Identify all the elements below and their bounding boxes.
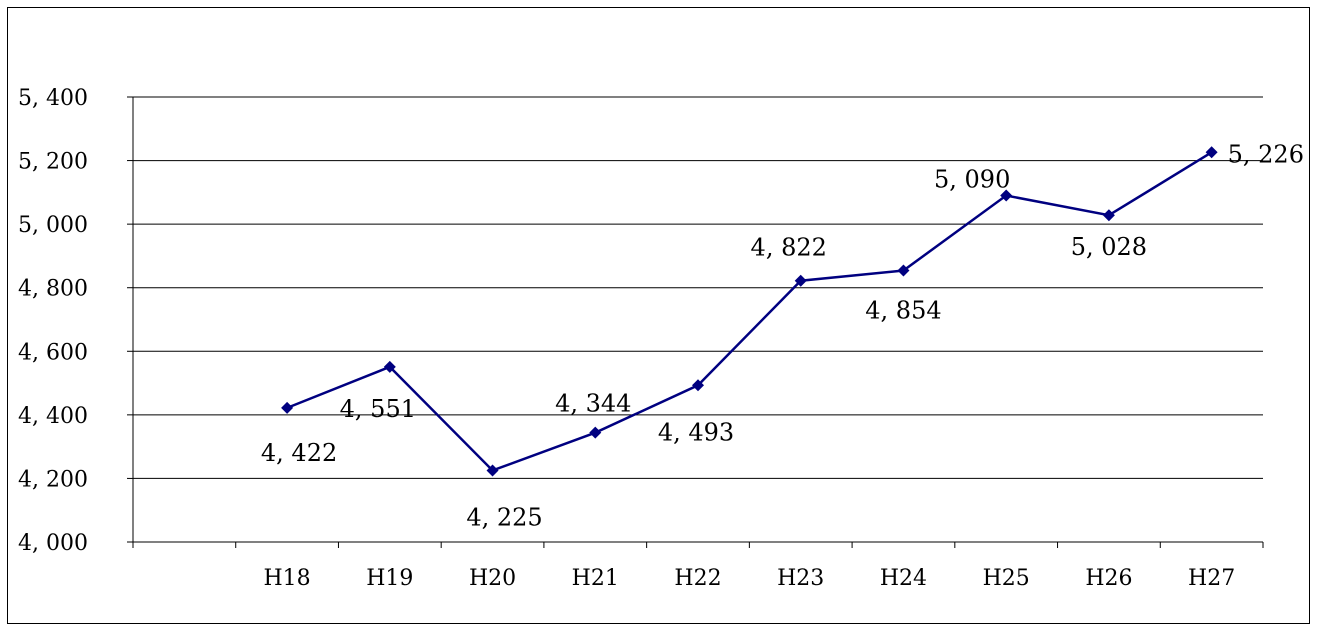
data-label: 4, 225 (466, 503, 542, 531)
x-tick-label: H18 (263, 566, 310, 591)
data-label: 4, 551 (340, 395, 416, 423)
x-tick-label: H23 (777, 566, 824, 591)
y-tick-label: 4, 800 (18, 277, 88, 302)
y-tick-label: 4, 400 (18, 404, 88, 429)
data-label: 4, 422 (261, 439, 337, 467)
data-label: 4, 854 (865, 297, 941, 325)
y-tick-label: 4, 600 (18, 340, 88, 365)
data-label: 4, 493 (658, 418, 734, 446)
y-tick-label: 5, 400 (18, 86, 88, 111)
data-label: 5, 028 (1071, 233, 1147, 261)
x-tick-label: H19 (366, 566, 413, 591)
data-point-marker (1000, 189, 1013, 202)
y-tick-label: 4, 200 (18, 467, 88, 492)
data-point-marker (281, 401, 294, 414)
data-point-marker (383, 360, 396, 373)
x-tick-label: H24 (880, 566, 927, 591)
x-tick-label: H21 (572, 566, 619, 591)
x-tick-label: H27 (1188, 566, 1235, 591)
data-point-marker (1205, 146, 1218, 159)
data-point-marker (897, 264, 910, 277)
y-tick-label: 4, 000 (18, 531, 88, 556)
data-point-marker (486, 464, 499, 477)
data-point-marker (1102, 209, 1115, 222)
y-tick-label: 5, 200 (18, 150, 88, 175)
data-label: 5, 090 (934, 166, 1010, 194)
series-line (286, 151, 1213, 472)
data-point-marker (589, 426, 602, 439)
data-point-marker (794, 274, 807, 287)
chart-frame (7, 7, 1310, 624)
data-point-marker (692, 379, 704, 392)
x-tick-label: H25 (983, 566, 1030, 591)
x-tick-label: H20 (469, 566, 516, 591)
x-tick-label: H26 (1085, 566, 1132, 591)
data-label: 4, 822 (751, 234, 827, 262)
x-tick-label: H22 (674, 566, 721, 591)
data-label: 4, 344 (555, 390, 631, 418)
data-label: 5, 226 (1228, 140, 1304, 168)
y-tick-label: 5, 000 (18, 213, 88, 238)
